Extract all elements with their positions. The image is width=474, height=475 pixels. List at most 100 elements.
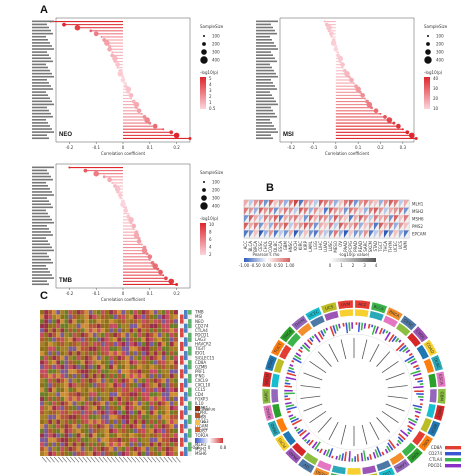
lollipop-dot: [83, 168, 88, 173]
heatmap-col-label: LUAD: [323, 241, 328, 252]
heatmap-cell: [76, 360, 81, 365]
row-label-bar: [32, 32, 53, 35]
heatmap-cell: [141, 314, 146, 320]
heatmap-cell: [157, 428, 162, 434]
inner-bar: [397, 338, 403, 344]
row-label-bar: [32, 85, 51, 87]
heatmap-cell: [52, 355, 57, 361]
row-label-bar: [32, 261, 53, 264]
heatmap-cell: [121, 451, 126, 457]
lollipop-dot: [175, 283, 179, 286]
heatmap-cell: [76, 314, 81, 320]
heatmap-cell: [84, 405, 89, 411]
heatmap-cell: [72, 337, 77, 343]
inner-bar: [396, 439, 403, 445]
outer-ring-segment: [262, 404, 275, 422]
row-label-bar: [256, 109, 273, 112]
heatmap-cell: [133, 328, 138, 333]
heatmap-cell: [64, 387, 69, 393]
heatmap-side-label: CXCL9: [195, 378, 208, 383]
legend-size-label: 400: [212, 204, 220, 209]
row-label-bar: [256, 72, 276, 75]
heatmap-cell: [117, 423, 122, 429]
row-label-bar: [32, 45, 52, 47]
heatmap-cell: [88, 369, 93, 374]
heatmap-cell: [52, 350, 57, 356]
heatmap-cell: [157, 337, 162, 343]
heatmap-cell: [84, 360, 89, 365]
x-tick-label: 0.2: [173, 291, 180, 296]
middle-ring-segment: [302, 451, 319, 466]
heatmap-col-label: KICH: [293, 241, 298, 251]
heatmap-cell: [141, 323, 146, 329]
inner-bar: [284, 378, 290, 383]
heatmap-cell: [64, 346, 69, 352]
heatmap-cell: [80, 369, 85, 374]
heatmap-cell: [149, 341, 154, 347]
heatmap-cell: [80, 332, 85, 338]
inner-bar: [301, 343, 311, 353]
row-label-bar: [32, 20, 54, 23]
heatmap-cell: [169, 369, 175, 374]
heatmap-cell: [157, 387, 162, 393]
heatmap-cell: [72, 414, 77, 420]
row-label-bar: [32, 51, 47, 53]
heatmap-cell: [100, 314, 106, 320]
heatmap-cell: [121, 373, 126, 379]
heatmap-cell: [88, 442, 93, 447]
heatmap-cell: [165, 428, 170, 434]
legend-color-label: 4: [209, 245, 212, 250]
middle-ring-segment: [406, 332, 422, 348]
heatmap-cell: [64, 350, 69, 356]
heatmap-cell: [48, 451, 53, 457]
heatmap-cell: [169, 319, 175, 324]
col-label-mark: [49, 456, 55, 463]
outer-ring-segment: [399, 314, 418, 331]
heatmap-cell: [125, 314, 130, 320]
middle-ring-segment: [429, 388, 438, 404]
middle-ring-segment: [346, 467, 362, 475]
row-label-bar: [32, 39, 48, 41]
heatmap-cell: [60, 355, 65, 361]
heatmap-cell: [125, 332, 130, 338]
heatmap-cell: [52, 387, 57, 393]
heatmap-cell: [92, 355, 97, 361]
legend-label: *: [202, 414, 204, 419]
heatmap-cell: [76, 396, 81, 402]
heatmap-cell: [68, 433, 73, 438]
heatmap-cell: [141, 433, 146, 438]
heatmap-cell: [161, 392, 166, 397]
legend-size-dot: [203, 181, 205, 183]
heatmap-cell: [76, 323, 81, 329]
circos-outer-label: TGCT: [272, 342, 282, 355]
middle-ring-segment: [270, 372, 281, 388]
heatmap-cell: [80, 350, 85, 356]
heatmap-cell: [39, 382, 45, 388]
heatmap-cell: [56, 319, 61, 324]
lollipop-dot: [131, 223, 137, 229]
lollipop-dot: [333, 46, 339, 52]
heatmap-cell: [165, 410, 170, 416]
heatmap-cell: [39, 350, 45, 356]
lollipop-dot: [379, 112, 382, 115]
heatmap-cell: [104, 433, 110, 438]
heatmap-cell: [125, 414, 130, 420]
heatmap-cell: [104, 314, 110, 320]
heatmap-cell: [104, 410, 110, 416]
heatmap-cell: [96, 350, 101, 356]
heatmap-col-label: ESCA: [278, 241, 283, 252]
heatmap-cell: [153, 401, 158, 406]
heatmap-cell: [117, 319, 122, 324]
annotation-strip-cell: [188, 424, 192, 429]
heatmap-cell: [129, 428, 134, 434]
heatmap-cell: [92, 332, 97, 338]
heatmap-cell: [129, 373, 134, 379]
heatmap-cell: [112, 360, 118, 365]
annotation-strip-cell: [184, 328, 188, 333]
lollipop-dot: [125, 86, 132, 93]
heatmap-cell: [133, 414, 138, 420]
row-label-bar: [256, 23, 271, 26]
heatmap-col-label: PRAD: [353, 241, 358, 252]
legend-size-label: 100: [212, 180, 220, 185]
